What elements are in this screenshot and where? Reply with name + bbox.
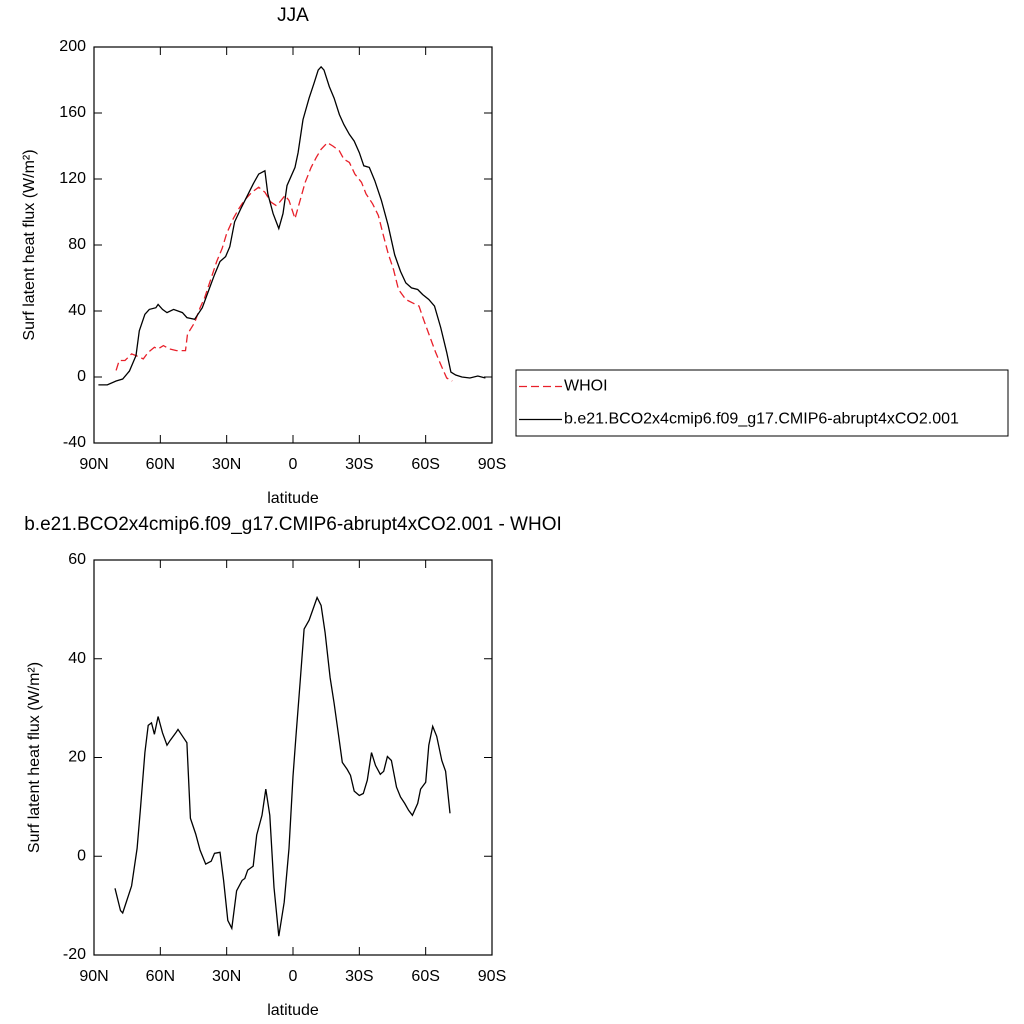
y-tick-label: 60	[68, 551, 86, 568]
y-tick-label: 40	[68, 302, 86, 319]
x-tick-label: 60S	[411, 968, 439, 985]
data-line	[115, 141, 453, 382]
x-tick-label: 90S	[478, 968, 506, 985]
data-line	[114, 595, 451, 937]
x-tick-label: 30N	[212, 968, 241, 985]
x-tick-label: 60N	[146, 456, 175, 473]
x-tick-label: 60N	[146, 968, 175, 985]
x-tick-label: 30S	[345, 968, 373, 985]
y-tick-label: 160	[59, 104, 86, 121]
x-tick-label: 30N	[212, 456, 241, 473]
x-tick-label: 90N	[79, 968, 108, 985]
y-axis-label: Surf latent heat flux (W/m²)	[21, 149, 38, 340]
plot-frame	[93, 559, 493, 956]
x-tick-label: 0	[289, 968, 298, 985]
y-tick-label: 0	[77, 847, 86, 864]
y-tick-label: -20	[63, 946, 86, 963]
x-tick-label: 30S	[345, 456, 373, 473]
data-line	[98, 65, 486, 386]
x-axis-label: latitude	[267, 1002, 319, 1019]
x-axis-label: latitude	[267, 490, 319, 507]
y-tick-label: 200	[59, 38, 86, 55]
chart-title: b.e21.BCO2x4cmip6.f09_g17.CMIP6-abrupt4x…	[24, 514, 562, 535]
x-tick-label: 0	[289, 456, 298, 473]
plot-frame	[93, 46, 493, 444]
legend-box	[515, 369, 1009, 437]
y-tick-label: 80	[68, 236, 86, 253]
y-tick-label: 40	[68, 650, 86, 667]
x-tick-label: 60S	[411, 456, 439, 473]
y-tick-label: 20	[68, 749, 86, 766]
legend-label: WHOI	[564, 378, 608, 395]
x-tick-label: 90N	[79, 456, 108, 473]
chart-title: JJA	[277, 5, 309, 26]
legend-label: b.e21.BCO2x4cmip6.f09_g17.CMIP6-abrupt4x…	[564, 411, 959, 428]
y-tick-label: -40	[63, 434, 86, 451]
y-axis-label: Surf latent heat flux (W/m²)	[26, 662, 43, 853]
y-tick-label: 0	[77, 368, 86, 385]
x-tick-label: 90S	[478, 456, 506, 473]
y-tick-label: 120	[59, 170, 86, 187]
